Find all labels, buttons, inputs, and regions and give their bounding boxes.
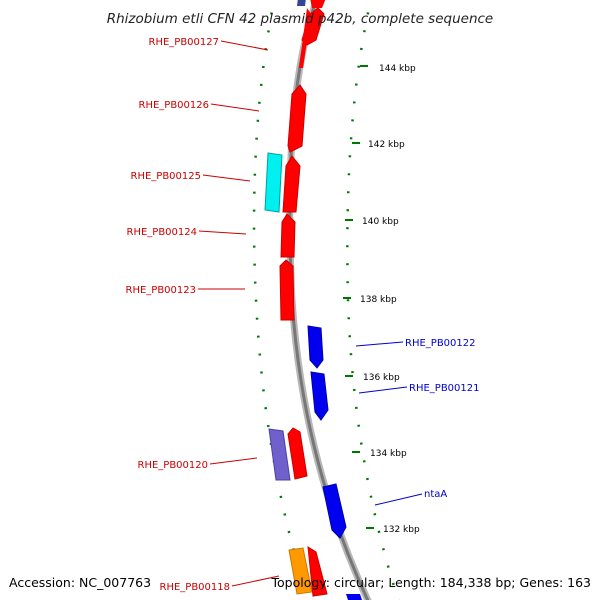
leader-line-rhe-pb00126: [210, 103, 260, 112]
kbp-tick-132: 132 kbp: [366, 525, 420, 535]
kbp-labels: 144 kbp 142 kbp 140 kbp 138 kbp 136 kbp …: [343, 64, 420, 535]
gene-features: [264, 0, 362, 600]
kbp-label: 140 kbp: [362, 217, 399, 227]
gene-label-rhe-pb00125: RHE_PB00125: [131, 171, 202, 182]
gene-label-rhe-pb00123: RHE_PB00123: [126, 285, 197, 296]
leader-line-rhe-pb00125: [202, 174, 251, 182]
kbp-label: 134 kbp: [370, 449, 407, 459]
gene-feature-rhe-pb00120: [287, 427, 308, 480]
gene-feature-rhe-pb00126: [287, 84, 307, 153]
kbp-label: 142 kbp: [368, 140, 405, 150]
gene-label-rhe-pb00121: RHE_PB00121: [409, 383, 480, 394]
kbp-label: 132 kbp: [383, 525, 420, 535]
gene-feature-rhe-pb00120-purple: [268, 428, 291, 481]
kbp-label: 138 kbp: [360, 295, 397, 305]
gene-label-rhe-pb00118: RHE_PB00118: [160, 582, 231, 593]
gene-feature-rhe-pb00122: [307, 325, 324, 369]
gene-feature-rhe-pb00118-orange: [288, 547, 313, 595]
kbp-label: 136 kbp: [363, 373, 400, 383]
leader-line-rhe-pb00127: [220, 40, 269, 51]
kbp-tick-144: 144 kbp: [360, 64, 416, 74]
gene-feature-rhe-pb00121: [310, 371, 329, 421]
gene-feature-rhe-pb00125: [282, 155, 301, 213]
map-title: Rhizobium etli CFN 42 plasmid p42b, comp…: [107, 11, 493, 27]
gene-label-rhe-pb00120: RHE_PB00120: [138, 460, 209, 471]
gene-label-rhe-pb00126: RHE_PB00126: [139, 100, 210, 111]
leader-line-rhe-pb00124: [198, 230, 247, 235]
gene-leader-lines: [198, 40, 423, 587]
kbp-tick-138: 138 kbp: [343, 295, 397, 305]
kbp-tick-142: 142 kbp: [352, 140, 405, 150]
leader-line-rhe-pb00122: [355, 341, 404, 347]
gene-label-rhe-pb00124: RHE_PB00124: [127, 227, 198, 238]
accession-text: Accession: NC_007763: [9, 575, 151, 590]
gene-feature-rhe-pb00124: [280, 213, 296, 258]
topology-text: Topology: circular; Length: 184,338 bp; …: [271, 575, 592, 590]
gene-feature-ntaa: [322, 483, 347, 539]
gene-feature-top-red: [310, 0, 326, 8]
gene-labels: RHE_PB00127 RHE_PB00126 RHE_PB00125 RHE_…: [126, 37, 480, 593]
leader-line-ntaa: [374, 493, 423, 506]
gene-feature-rhe-pb00118: [307, 546, 328, 597]
leader-line-rhe-pb00120: [209, 457, 258, 465]
gene-feature-rhe-pb00123: [279, 259, 295, 321]
gene-label-rhe-pb00127: RHE_PB00127: [149, 37, 220, 48]
gene-label-ntaa: ntaA: [424, 489, 447, 500]
kbp-tick-136: 136 kbp: [345, 373, 400, 383]
gene-feature-rhe-pb00125-cyan: [264, 152, 283, 213]
kbp-label: 144 kbp: [379, 64, 416, 74]
leader-line-rhe-pb00118: [231, 575, 280, 587]
kbp-tick-140: 140 kbp: [345, 217, 399, 227]
kbp-tick-134: 134 kbp: [352, 449, 407, 459]
tick-rings: [252, 0, 400, 600]
gene-feature-top-blue: [297, 0, 306, 6]
gene-label-rhe-pb00122: RHE_PB00122: [405, 338, 476, 349]
gene-feature-bottom-blue: [346, 594, 362, 600]
leader-line-rhe-pb00121: [358, 386, 408, 394]
